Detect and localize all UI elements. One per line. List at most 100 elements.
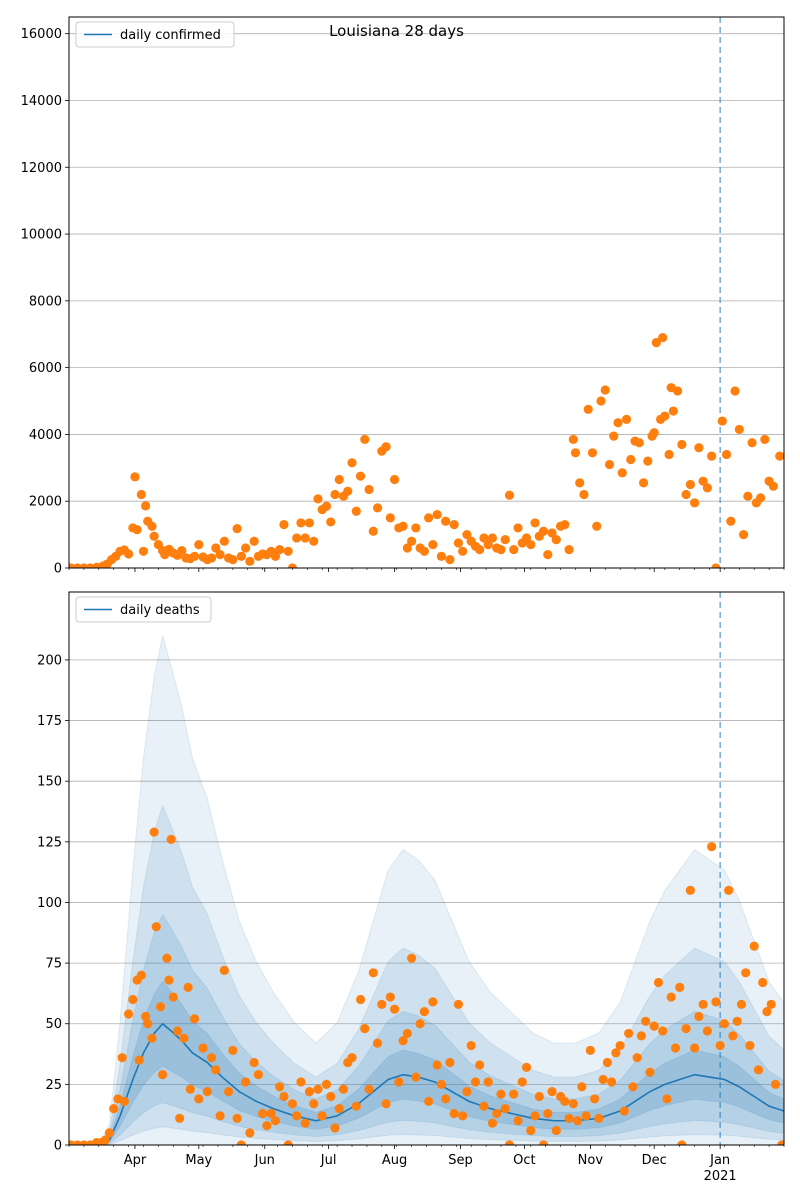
data-point: [296, 518, 306, 528]
deaths-panel: 0 25 50 75 100 125 150 175 200 Apr May Jun Jul Aug Sep…: [37, 591, 785, 1184]
data-point: [698, 999, 708, 1009]
data-point: [389, 474, 400, 485]
data-point: [758, 977, 768, 988]
data-point: [368, 526, 378, 536]
data-point: [551, 1125, 561, 1136]
data-point: [634, 438, 644, 448]
data-point: [581, 1111, 591, 1121]
data-point: [117, 1053, 127, 1063]
data-point: [228, 1045, 238, 1056]
data-point: [158, 1070, 168, 1080]
data-point: [560, 519, 570, 530]
data-point: [715, 1040, 725, 1051]
data-point: [432, 1060, 442, 1070]
data-point: [402, 543, 412, 553]
data-point: [547, 528, 557, 538]
data-point: [143, 1019, 153, 1029]
data-point: [334, 474, 344, 485]
data-point: [517, 1077, 527, 1087]
data-point: [177, 546, 187, 556]
data-point: [355, 994, 366, 1005]
data-point: [175, 1113, 185, 1123]
data-point: [458, 546, 468, 556]
data-point: [130, 472, 140, 482]
plot-area: [69, 592, 784, 1145]
data-point: [632, 1053, 642, 1063]
data-point: [726, 516, 736, 526]
data-point: [304, 1087, 315, 1097]
data-point: [283, 546, 293, 556]
y-tick-label: 14000: [21, 94, 62, 109]
data-point: [441, 516, 451, 526]
data-point: [611, 1048, 621, 1058]
data-point: [147, 521, 157, 531]
data-point: [475, 1060, 485, 1070]
data-point: [458, 1111, 468, 1121]
data-point: [300, 533, 310, 543]
legend-label: daily confirmed: [120, 28, 221, 43]
data-point: [626, 454, 636, 465]
data-point: [768, 481, 778, 491]
data-point: [321, 501, 332, 511]
data-point: [475, 545, 485, 555]
data-point: [287, 563, 298, 568]
data-point: [594, 1113, 604, 1123]
data-point: [292, 1111, 302, 1121]
y-tick-label: 0: [54, 1139, 62, 1154]
data-point: [141, 501, 151, 511]
data-point: [219, 965, 229, 975]
data-point: [368, 968, 378, 978]
data-point: [568, 434, 578, 445]
data-point: [249, 1057, 259, 1068]
data-point: [155, 1002, 166, 1012]
data-point: [762, 1007, 772, 1017]
chart-title: Louisiana 28 days: [329, 22, 464, 40]
data-point: [445, 1057, 455, 1068]
data-point: [598, 1074, 608, 1085]
data-point: [351, 506, 361, 516]
data-point: [675, 982, 685, 992]
data-point: [575, 478, 585, 488]
data-point: [651, 337, 661, 348]
data-point: [685, 479, 695, 490]
data-point: [543, 550, 553, 560]
data-point: [583, 404, 593, 414]
x-tick-label: Oct: [513, 1153, 535, 1168]
data-point: [770, 1079, 781, 1089]
data-point: [513, 523, 523, 533]
x-tick-label: Sep: [448, 1153, 473, 1168]
data-point: [698, 476, 708, 486]
y-tick-label: 16000: [21, 27, 62, 42]
data-point: [466, 1040, 476, 1051]
data-point: [487, 1118, 498, 1128]
data-point: [206, 1053, 217, 1063]
data-point: [643, 456, 653, 466]
y-tick-label: 6000: [29, 361, 62, 376]
data-point: [206, 553, 217, 563]
uncertainty-band: [69, 913, 784, 1145]
data-point: [189, 551, 200, 561]
y-tick-label: 0: [54, 562, 62, 577]
data-point: [119, 1096, 129, 1106]
x-tick-label: Jun: [254, 1153, 275, 1168]
data-point: [649, 428, 659, 438]
data-point: [690, 498, 700, 508]
data-point: [504, 490, 515, 500]
data-point: [334, 1104, 344, 1114]
data-point: [149, 531, 159, 541]
data-point: [747, 438, 757, 448]
x-tick-label: Dec: [642, 1153, 667, 1168]
series-line: [69, 1022, 784, 1145]
data-point: [215, 1111, 225, 1121]
data-point: [462, 1087, 472, 1097]
data-point: [628, 1082, 638, 1092]
data-point: [653, 977, 664, 988]
data-point: [211, 543, 221, 553]
data-point: [521, 533, 532, 543]
y-tick-label: 150: [37, 775, 62, 790]
data-point: [279, 1091, 289, 1102]
data-point: [309, 1099, 319, 1109]
data-point: [638, 478, 649, 488]
data-point: [760, 434, 770, 445]
